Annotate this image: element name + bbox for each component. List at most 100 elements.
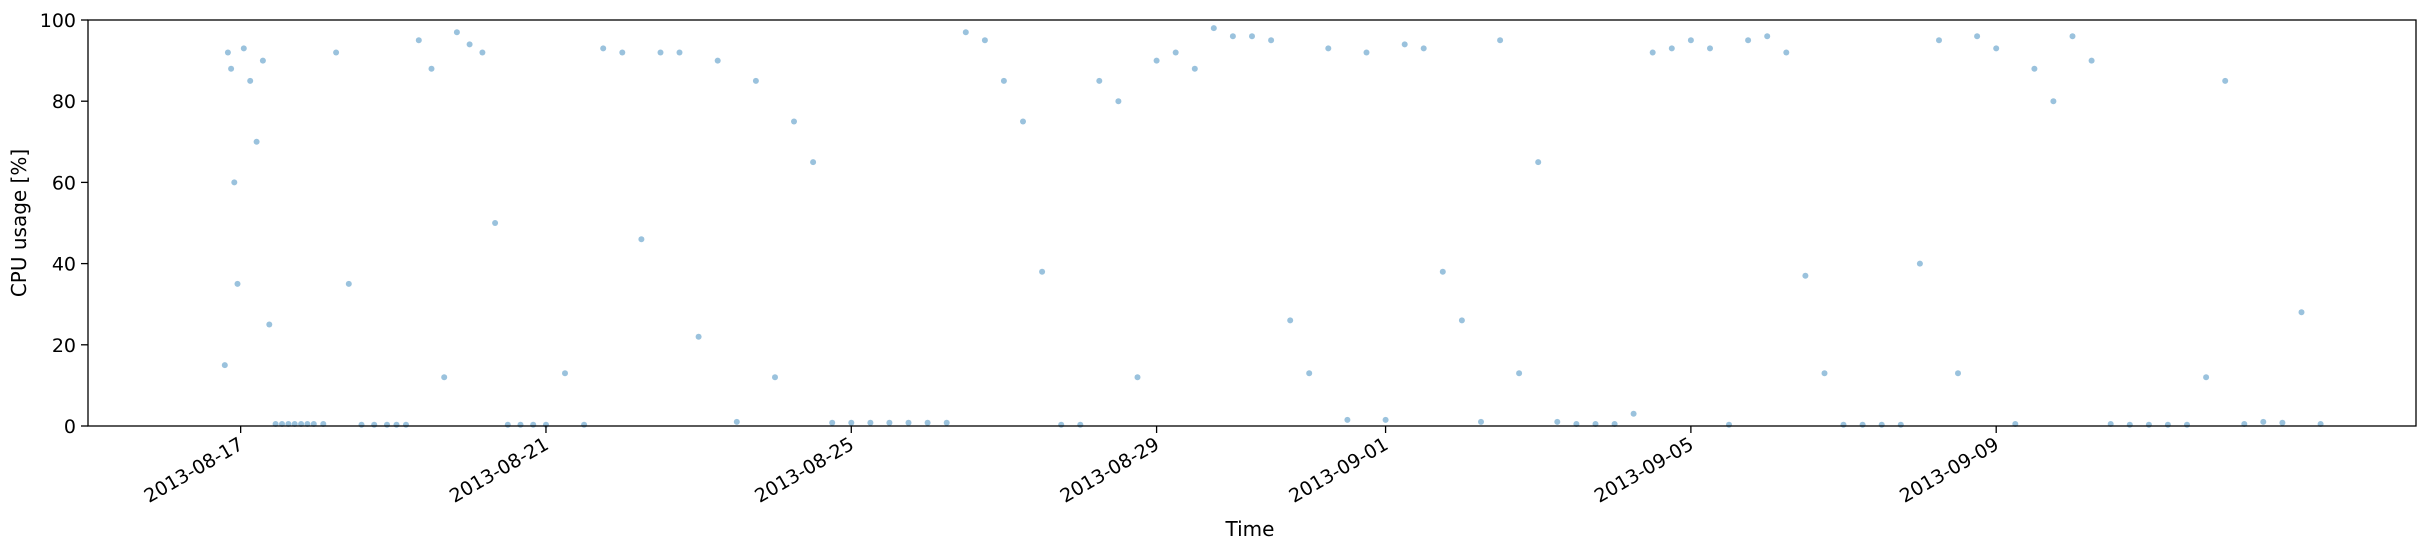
data-point — [600, 45, 607, 52]
data-point — [1745, 37, 1752, 44]
x-axis-ticks: 2013-08-17 2013-08-21 2013-08-25 2013-08-29… — [141, 426, 2003, 508]
data-point — [2145, 421, 2152, 428]
data-point — [1668, 45, 1675, 52]
x-tick-label: 2013-09-01 — [1285, 433, 1392, 507]
data-point — [581, 421, 588, 428]
x-axis-label: Time — [1225, 517, 1275, 541]
y-tick-label: 80 — [52, 91, 76, 113]
data-point — [2164, 421, 2171, 428]
data-point — [1687, 37, 1694, 44]
data-point — [1497, 37, 1504, 44]
data-point — [752, 77, 759, 84]
data-point — [619, 49, 626, 56]
data-point — [441, 374, 448, 381]
x-tick-label: 2013-08-25 — [751, 433, 858, 507]
data-point — [924, 419, 931, 426]
data-point — [504, 421, 511, 428]
x-tick-label: 2013-08-21 — [446, 433, 553, 507]
data-point — [1554, 418, 1561, 425]
data-point — [810, 159, 817, 166]
data-point — [1726, 421, 1732, 428]
data-point — [1821, 370, 1828, 377]
y-tick-label: 60 — [52, 172, 76, 194]
data-point — [259, 57, 266, 64]
y-axis-label: CPU usage [%] — [7, 149, 31, 297]
data-point — [1115, 98, 1122, 105]
y-axis-ticks: 0 20 40 60 80 100 — [40, 10, 88, 438]
data-point — [1229, 33, 1236, 40]
data-point — [393, 421, 400, 428]
data-point — [1955, 370, 1961, 377]
data-point — [492, 220, 499, 226]
data-point — [1153, 57, 1160, 64]
y-tick-label: 20 — [52, 335, 76, 357]
data-point — [371, 421, 378, 428]
data-point — [415, 37, 422, 44]
data-point — [403, 421, 409, 428]
data-point — [1306, 370, 1313, 377]
data-point — [2298, 309, 2305, 316]
data-point — [2031, 65, 2038, 72]
data-point — [1840, 421, 1847, 428]
data-point — [2126, 421, 2133, 428]
data-point — [1974, 33, 1981, 40]
data-point — [221, 362, 228, 369]
data-point — [791, 118, 797, 125]
data-point — [886, 419, 893, 426]
data-point — [358, 421, 365, 428]
data-point — [1478, 418, 1484, 425]
data-point — [1764, 33, 1771, 40]
data-point — [1516, 370, 1523, 377]
data-point — [253, 138, 260, 145]
data-point — [2203, 374, 2210, 381]
y-tick-label: 100 — [40, 10, 76, 32]
data-point — [1649, 49, 1656, 56]
data-point — [867, 419, 874, 426]
data-point — [1859, 421, 1866, 428]
data-point — [1420, 45, 1427, 52]
data-point — [1172, 49, 1179, 56]
data-point — [466, 41, 473, 48]
data-point — [1058, 421, 1065, 428]
data-point — [1344, 416, 1351, 423]
data-point — [247, 77, 254, 84]
data-point — [733, 418, 740, 425]
data-point — [2260, 418, 2267, 425]
data-point — [240, 45, 247, 52]
data-point — [1401, 41, 1408, 48]
data-point — [2069, 33, 2076, 40]
data-point — [1249, 33, 1255, 40]
data-point — [772, 374, 778, 381]
data-point — [428, 65, 435, 72]
data-point — [981, 37, 988, 44]
data-point — [234, 280, 241, 287]
data-point — [848, 419, 855, 426]
data-point — [1802, 272, 1809, 279]
data-point — [1287, 317, 1294, 324]
data-point — [517, 421, 524, 428]
data-point — [2184, 421, 2190, 428]
data-point — [943, 419, 950, 426]
data-point — [333, 49, 340, 56]
data-point — [1439, 268, 1446, 275]
data-point — [1134, 374, 1141, 381]
data-point — [266, 321, 273, 328]
data-point — [1783, 49, 1790, 56]
data-point — [1535, 159, 1542, 166]
data-point — [829, 419, 836, 426]
scatter-points — [221, 25, 2324, 428]
data-point — [905, 419, 912, 426]
data-point — [1458, 317, 1465, 324]
data-point — [2279, 419, 2286, 426]
x-tick-label: 2013-08-17 — [141, 433, 248, 507]
data-point — [1000, 77, 1007, 84]
data-point — [453, 29, 460, 36]
data-point — [1897, 421, 1904, 428]
data-point — [1630, 410, 1637, 417]
data-point — [1039, 268, 1046, 275]
x-tick-label: 2013-09-05 — [1591, 433, 1698, 507]
data-point — [1325, 45, 1332, 52]
data-point — [1916, 260, 1923, 267]
data-point — [1382, 416, 1389, 423]
